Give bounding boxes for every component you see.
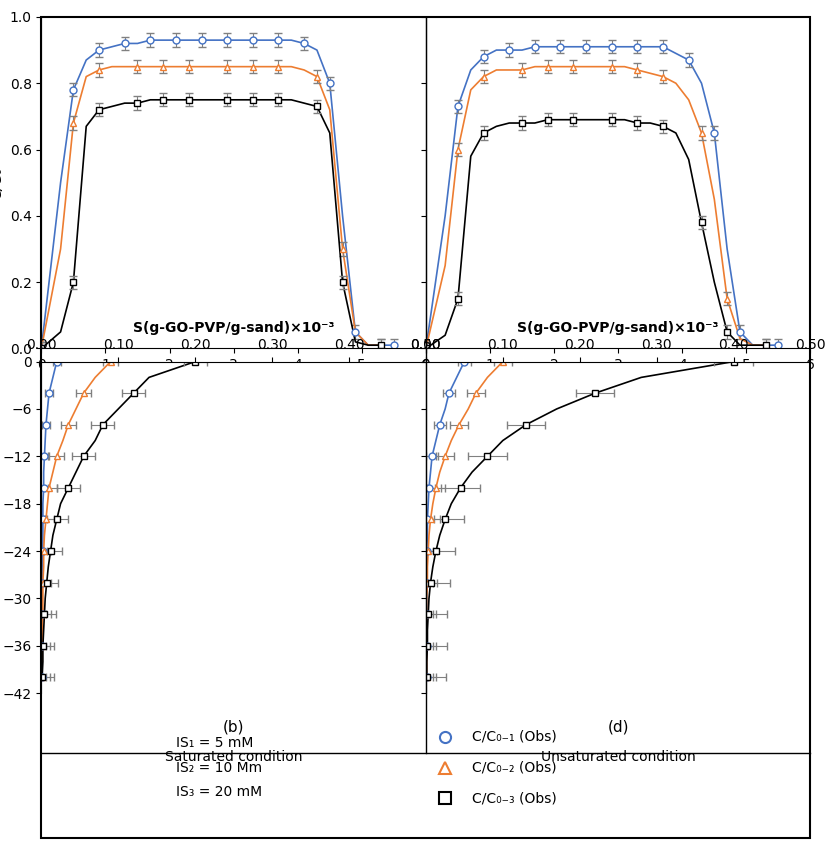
Text: C/C₀₋₂ (Obs): C/C₀₋₂ (Obs) xyxy=(472,761,557,775)
Text: C/C₀₋₃ (Obs): C/C₀₋₃ (Obs) xyxy=(472,791,557,805)
Text: C/C₀₋₁ (Obs): C/C₀₋₁ (Obs) xyxy=(472,730,557,744)
Text: Unsaturated condition: Unsaturated condition xyxy=(541,750,696,764)
X-axis label: S(g-GO-PVP/g-sand)×10⁻³: S(g-GO-PVP/g-sand)×10⁻³ xyxy=(133,321,334,335)
Text: IS₃ = 20 mM: IS₃ = 20 mM xyxy=(176,785,262,799)
Text: IS₁ = 5 mM: IS₁ = 5 mM xyxy=(176,736,253,750)
Text: Saturated condition: Saturated condition xyxy=(165,750,303,764)
Text: (a): (a) xyxy=(223,408,244,423)
Y-axis label: C/C₀: C/C₀ xyxy=(0,167,4,199)
Text: (c): (c) xyxy=(608,408,629,423)
Text: IS₂ = 10 Mm: IS₂ = 10 Mm xyxy=(176,761,262,775)
Text: (d): (d) xyxy=(608,720,629,734)
X-axis label: PV: PV xyxy=(607,378,629,393)
Text: (b): (b) xyxy=(223,720,244,734)
X-axis label: PV: PV xyxy=(222,378,245,393)
X-axis label: S(g-GO-PVP/g-sand)×10⁻³: S(g-GO-PVP/g-sand)×10⁻³ xyxy=(518,321,719,335)
